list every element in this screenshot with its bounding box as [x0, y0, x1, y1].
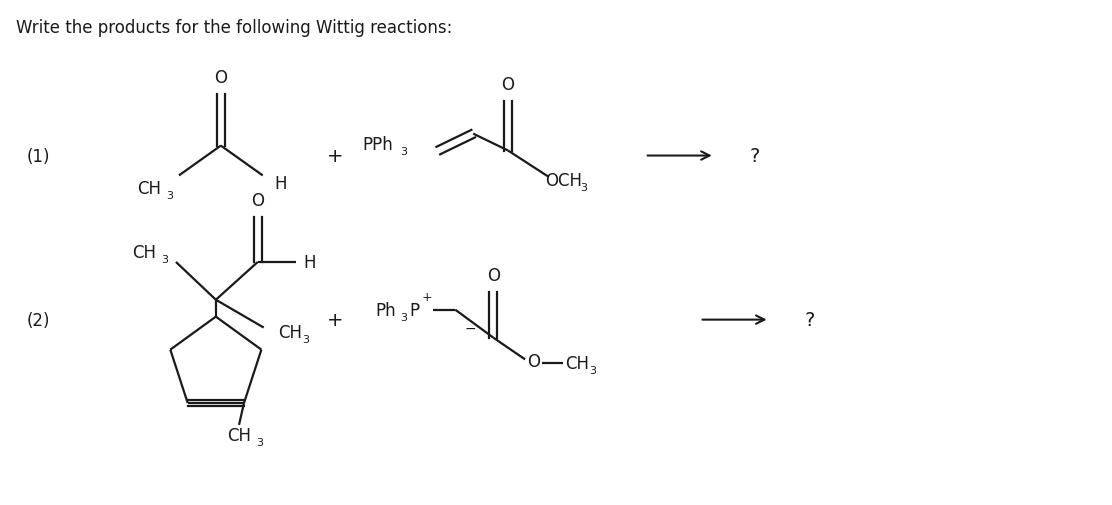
Text: (2): (2) — [27, 311, 50, 329]
Text: 3: 3 — [302, 334, 309, 344]
Text: 3: 3 — [167, 191, 173, 201]
Text: H: H — [275, 175, 287, 193]
Text: +: + — [327, 147, 344, 166]
Text: 3: 3 — [257, 437, 264, 447]
Text: ?: ? — [804, 311, 815, 329]
Text: CH: CH — [132, 243, 156, 262]
Text: O: O — [502, 76, 515, 94]
Text: Write the products for the following Wittig reactions:: Write the products for the following Wit… — [17, 19, 453, 37]
Text: +: + — [423, 291, 433, 304]
Text: CH: CH — [278, 323, 301, 341]
Text: O: O — [487, 266, 499, 284]
Text: CH: CH — [227, 426, 251, 444]
Text: OCH: OCH — [545, 172, 582, 190]
Text: 3: 3 — [400, 312, 407, 322]
Text: +: + — [327, 311, 344, 329]
Text: ?: ? — [749, 147, 759, 166]
Text: H: H — [304, 254, 316, 271]
Text: 3: 3 — [161, 255, 169, 265]
Text: 3: 3 — [400, 146, 407, 156]
Text: O: O — [215, 69, 227, 87]
Text: Ph: Ph — [376, 301, 396, 319]
Text: CH: CH — [565, 355, 589, 373]
Text: P: P — [409, 301, 419, 319]
Text: O: O — [527, 352, 540, 371]
Text: CH: CH — [137, 180, 161, 198]
Text: PPh: PPh — [363, 135, 394, 154]
Text: 3: 3 — [580, 183, 587, 193]
Text: −: − — [465, 321, 476, 335]
Text: (1): (1) — [27, 147, 50, 165]
Text: 3: 3 — [589, 366, 596, 376]
Text: O: O — [251, 192, 265, 210]
